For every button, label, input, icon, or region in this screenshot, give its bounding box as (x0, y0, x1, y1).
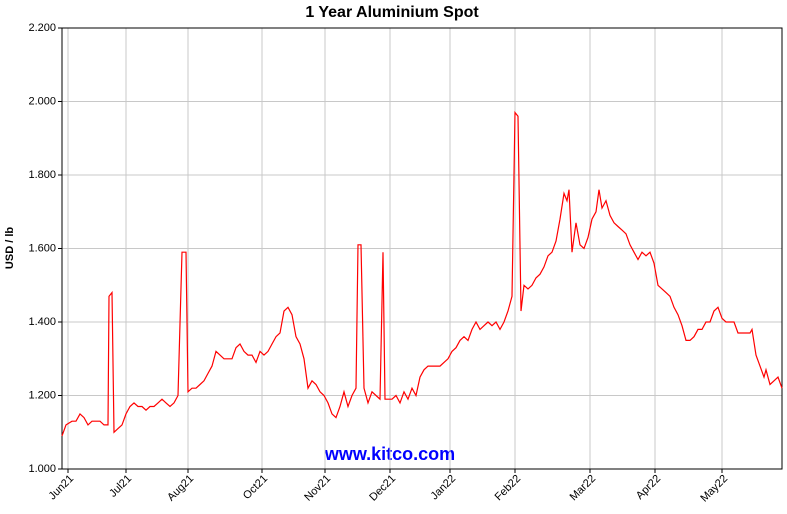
y-axis-label: USD / lb (4, 227, 16, 269)
x-tick-label: Jul21 (107, 473, 134, 500)
x-tick-label: Dec21 (367, 473, 398, 504)
plot-frame (61, 27, 783, 470)
y-tick-label: 1.400 (28, 316, 56, 328)
x-tick-label: Nov21 (302, 473, 333, 504)
y-tick-label: 2.000 (28, 95, 56, 107)
x-tick-label: Aug21 (165, 473, 196, 504)
y-tick-label: 1.200 (28, 389, 56, 401)
x-tick-label: Feb22 (493, 473, 524, 504)
x-tick-label: Apr22 (634, 473, 663, 502)
x-tick-label: Oct21 (241, 473, 270, 502)
y-tick-label: 1.800 (28, 169, 56, 181)
x-tick-label: Jan22 (428, 473, 458, 503)
y-tick-label: 2.200 (28, 22, 56, 34)
x-tick-label: May22 (698, 473, 730, 505)
x-tick-label: Mar22 (568, 473, 599, 504)
x-tick-label: Jun21 (46, 473, 76, 503)
y-tick-label: 1.600 (28, 242, 56, 254)
price-line (61, 110, 783, 437)
chart-title: 1 Year Aluminium Spot (305, 4, 479, 21)
y-tick-label: 1.000 (28, 463, 56, 475)
